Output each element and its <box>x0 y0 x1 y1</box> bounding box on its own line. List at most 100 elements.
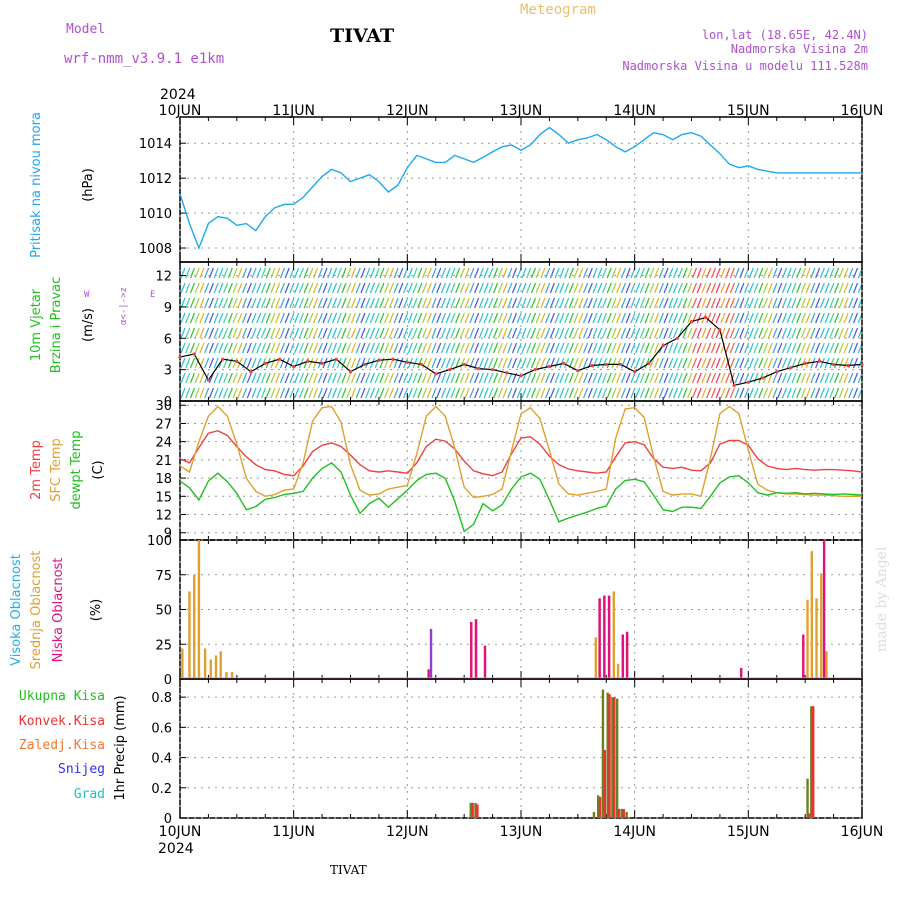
wind-barb <box>578 342 584 354</box>
wind-barb <box>578 357 584 369</box>
wind-speed-point <box>462 362 466 367</box>
wind-barb <box>303 327 309 339</box>
wind-barb <box>829 342 835 354</box>
wind-barb <box>365 342 371 354</box>
wind-barb <box>545 387 551 399</box>
wind-barb <box>331 297 338 309</box>
wind-barb <box>535 282 541 294</box>
bar-mid <box>594 637 598 679</box>
wind-barb <box>635 372 641 384</box>
wind-barb <box>388 387 394 399</box>
wind-barb <box>279 387 286 399</box>
wind-barb <box>777 297 783 309</box>
wind-barb <box>725 372 731 384</box>
wind-barb <box>497 372 503 384</box>
wind-barb <box>791 387 797 399</box>
wind-barb <box>710 312 717 324</box>
wind-barb <box>564 312 570 324</box>
wind-barb <box>270 357 276 369</box>
wind-barb <box>682 342 688 354</box>
wind-barb <box>658 327 664 339</box>
bar-total <box>611 697 614 818</box>
wind-barb <box>672 282 679 294</box>
y-tick-label: 21 <box>155 454 172 469</box>
wind-barb <box>213 282 219 294</box>
wind-barb <box>388 372 394 384</box>
wind-barb <box>734 387 740 399</box>
wind-barb <box>450 372 456 384</box>
wind-barb <box>426 282 432 294</box>
bar-low <box>470 622 473 679</box>
wind-barb <box>578 312 584 324</box>
wind-barb <box>791 372 797 384</box>
y-axis-label: dewpt Temp <box>69 430 84 509</box>
wind-barb <box>393 267 399 279</box>
wind-barb <box>232 282 238 294</box>
wind-barb <box>852 357 859 369</box>
wind-barb <box>308 327 314 339</box>
wind-barb <box>421 327 428 339</box>
wind-barb <box>644 267 650 279</box>
wind-barb <box>829 372 835 384</box>
wind-barb <box>322 342 328 354</box>
wind-barb <box>834 372 840 384</box>
wind-barb <box>493 357 499 369</box>
wind-barb <box>459 342 465 354</box>
wind-barb <box>568 327 574 339</box>
wind-barb <box>663 267 669 279</box>
bar-total <box>615 698 619 818</box>
wind-barb <box>691 282 698 294</box>
y-axis-label: Brzina i Pravac <box>49 277 64 374</box>
wind-barb <box>346 282 352 294</box>
wind-barb <box>298 282 304 294</box>
wind-barb <box>706 297 712 309</box>
wind-barb <box>327 357 333 369</box>
wind-barb <box>431 357 437 369</box>
bar-conv <box>598 796 602 818</box>
wind-barb <box>753 282 759 294</box>
wind-barb <box>398 267 404 279</box>
wind-barb <box>762 267 769 279</box>
wind-barb <box>796 372 802 384</box>
wind-barb <box>350 327 357 339</box>
y-axis-label: Visoka Oblacnost <box>9 554 24 666</box>
wind-barb <box>526 282 532 294</box>
wind-barb <box>350 342 357 354</box>
wind-barb <box>379 387 385 399</box>
bar-low <box>474 619 478 679</box>
wind-barb <box>393 342 399 354</box>
wind-speed-point <box>675 336 679 340</box>
wind-barb <box>540 327 546 339</box>
wind-barb <box>388 282 394 294</box>
wind-barb <box>786 357 792 369</box>
wind-barb <box>639 312 645 324</box>
wind-barb <box>227 297 233 309</box>
wind-barb <box>796 387 802 399</box>
wind-barb <box>336 387 342 399</box>
wind-barb <box>294 327 300 339</box>
wind-barb <box>578 267 584 279</box>
wind-barb <box>815 387 821 399</box>
wind-barb <box>767 297 773 309</box>
wind-barbs-field <box>180 267 863 399</box>
wind-barb <box>227 342 233 354</box>
wind-barb <box>346 387 352 399</box>
wind-barb <box>478 387 484 399</box>
wind-barb <box>535 387 541 399</box>
wind-barb <box>777 342 783 354</box>
wind-barb <box>710 387 717 399</box>
wind-barb <box>682 297 688 309</box>
wind-speed-point <box>178 355 182 359</box>
wind-barb <box>469 387 475 399</box>
wind-barb <box>289 327 295 339</box>
date-tick-bottom: 10JUN <box>159 824 202 840</box>
wind-barb <box>777 312 783 324</box>
wind-barb <box>781 282 788 294</box>
wind-barb <box>474 312 480 324</box>
wind-barb <box>592 327 598 339</box>
wind-barb <box>843 297 849 309</box>
wind-speed-point <box>746 380 750 384</box>
wind-barb <box>218 312 224 324</box>
wind-barb <box>611 327 617 339</box>
wind-barb <box>436 327 442 339</box>
